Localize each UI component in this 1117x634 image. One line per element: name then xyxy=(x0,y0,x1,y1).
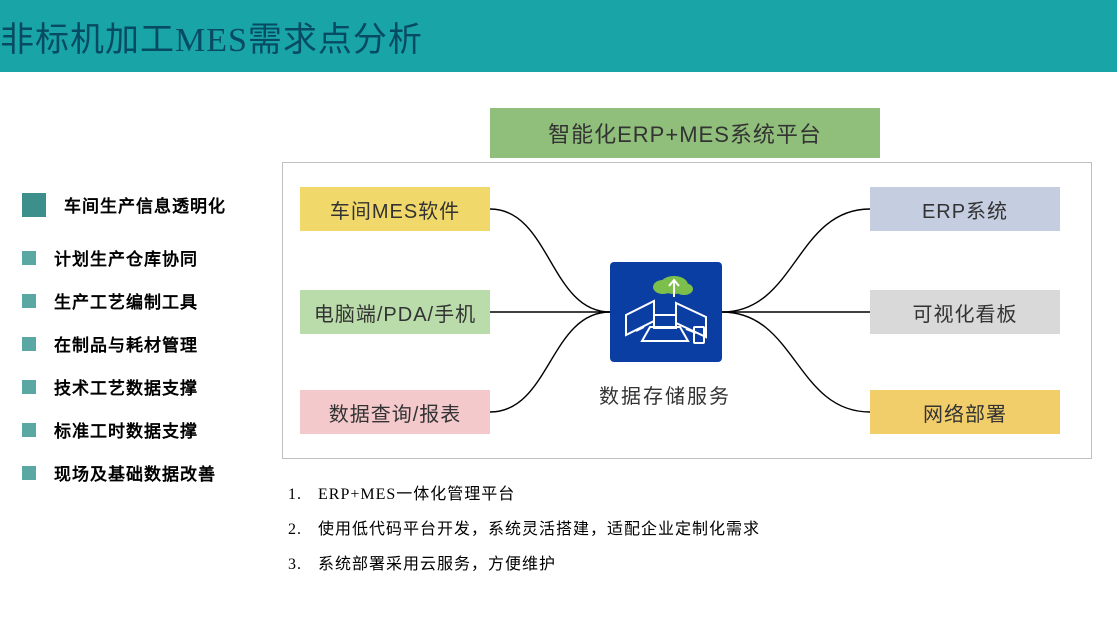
left-node: 车间MES软件 xyxy=(300,187,490,231)
data-storage-label: 数据存储服务 xyxy=(575,380,755,409)
right-node: 可视化看板 xyxy=(870,290,1060,334)
node-label: ERP系统 xyxy=(922,195,1008,224)
bullet-item: 技术工艺数据支撑 xyxy=(22,374,262,399)
node-label: 网络部署 xyxy=(923,398,1007,427)
numbered-text: ERP+MES一体化管理平台 xyxy=(318,477,515,512)
bullet-label: 车间生产信息透明化 xyxy=(64,192,226,217)
bullet-item: 计划生产仓库协同 xyxy=(22,245,262,270)
bullet-label: 生产工艺编制工具 xyxy=(54,288,198,313)
numbered-index: 3. xyxy=(288,547,318,582)
bullet-label: 技术工艺数据支撑 xyxy=(54,374,198,399)
bullet-item: 车间生产信息透明化 xyxy=(22,192,262,217)
left-node: 数据查询/报表 xyxy=(300,390,490,434)
right-node: ERP系统 xyxy=(870,187,1060,231)
bullet-item: 标准工时数据支撑 xyxy=(22,417,262,442)
title-bar: 非标机加工MES需求点分析 xyxy=(0,0,1117,72)
bullet-item: 现场及基础数据改善 xyxy=(22,460,262,485)
bullet-icon xyxy=(22,380,36,394)
data-storage-icon xyxy=(610,262,722,362)
bullet-icon xyxy=(22,251,36,265)
node-label: 可视化看板 xyxy=(913,298,1018,327)
node-label: 数据查询/报表 xyxy=(329,398,462,427)
content-area: 车间生产信息透明化计划生产仓库协同生产工艺编制工具在制品与耗材管理技术工艺数据支… xyxy=(0,72,1117,634)
node-label: 车间MES软件 xyxy=(330,195,460,224)
bullet-item: 在制品与耗材管理 xyxy=(22,331,262,356)
node-label: 电脑端/PDA/手机 xyxy=(314,298,476,327)
numbered-index: 2. xyxy=(288,512,318,547)
bullet-label: 标准工时数据支撑 xyxy=(54,417,198,442)
numbered-item: 3.系统部署采用云服务，方便维护 xyxy=(288,547,760,582)
numbered-item: 2.使用低代码平台开发，系统灵活搭建，适配企业定制化需求 xyxy=(288,512,760,547)
numbered-item: 1.ERP+MES一体化管理平台 xyxy=(288,477,760,512)
platform-label: 智能化ERP+MES系统平台 xyxy=(548,117,822,149)
platform-box: 智能化ERP+MES系统平台 xyxy=(490,108,880,158)
numbered-text: 系统部署采用云服务，方便维护 xyxy=(318,547,556,582)
bullet-label: 现场及基础数据改善 xyxy=(54,460,216,485)
page-title: 非标机加工MES需求点分析 xyxy=(0,12,423,61)
bullet-icon xyxy=(22,466,36,480)
bullet-icon xyxy=(22,423,36,437)
bullet-icon xyxy=(22,294,36,308)
bullet-label: 计划生产仓库协同 xyxy=(54,245,198,270)
numbered-text: 使用低代码平台开发，系统灵活搭建，适配企业定制化需求 xyxy=(318,512,760,547)
bullet-icon xyxy=(22,337,36,351)
bullet-label: 在制品与耗材管理 xyxy=(54,331,198,356)
bullet-item: 生产工艺编制工具 xyxy=(22,288,262,313)
left-node: 电脑端/PDA/手机 xyxy=(300,290,490,334)
right-node: 网络部署 xyxy=(870,390,1060,434)
bullet-icon xyxy=(22,193,46,217)
bullet-list: 车间生产信息透明化计划生产仓库协同生产工艺编制工具在制品与耗材管理技术工艺数据支… xyxy=(22,192,262,503)
numbered-index: 1. xyxy=(288,477,318,512)
numbered-list: 1.ERP+MES一体化管理平台2.使用低代码平台开发，系统灵活搭建，适配企业定… xyxy=(288,477,760,583)
